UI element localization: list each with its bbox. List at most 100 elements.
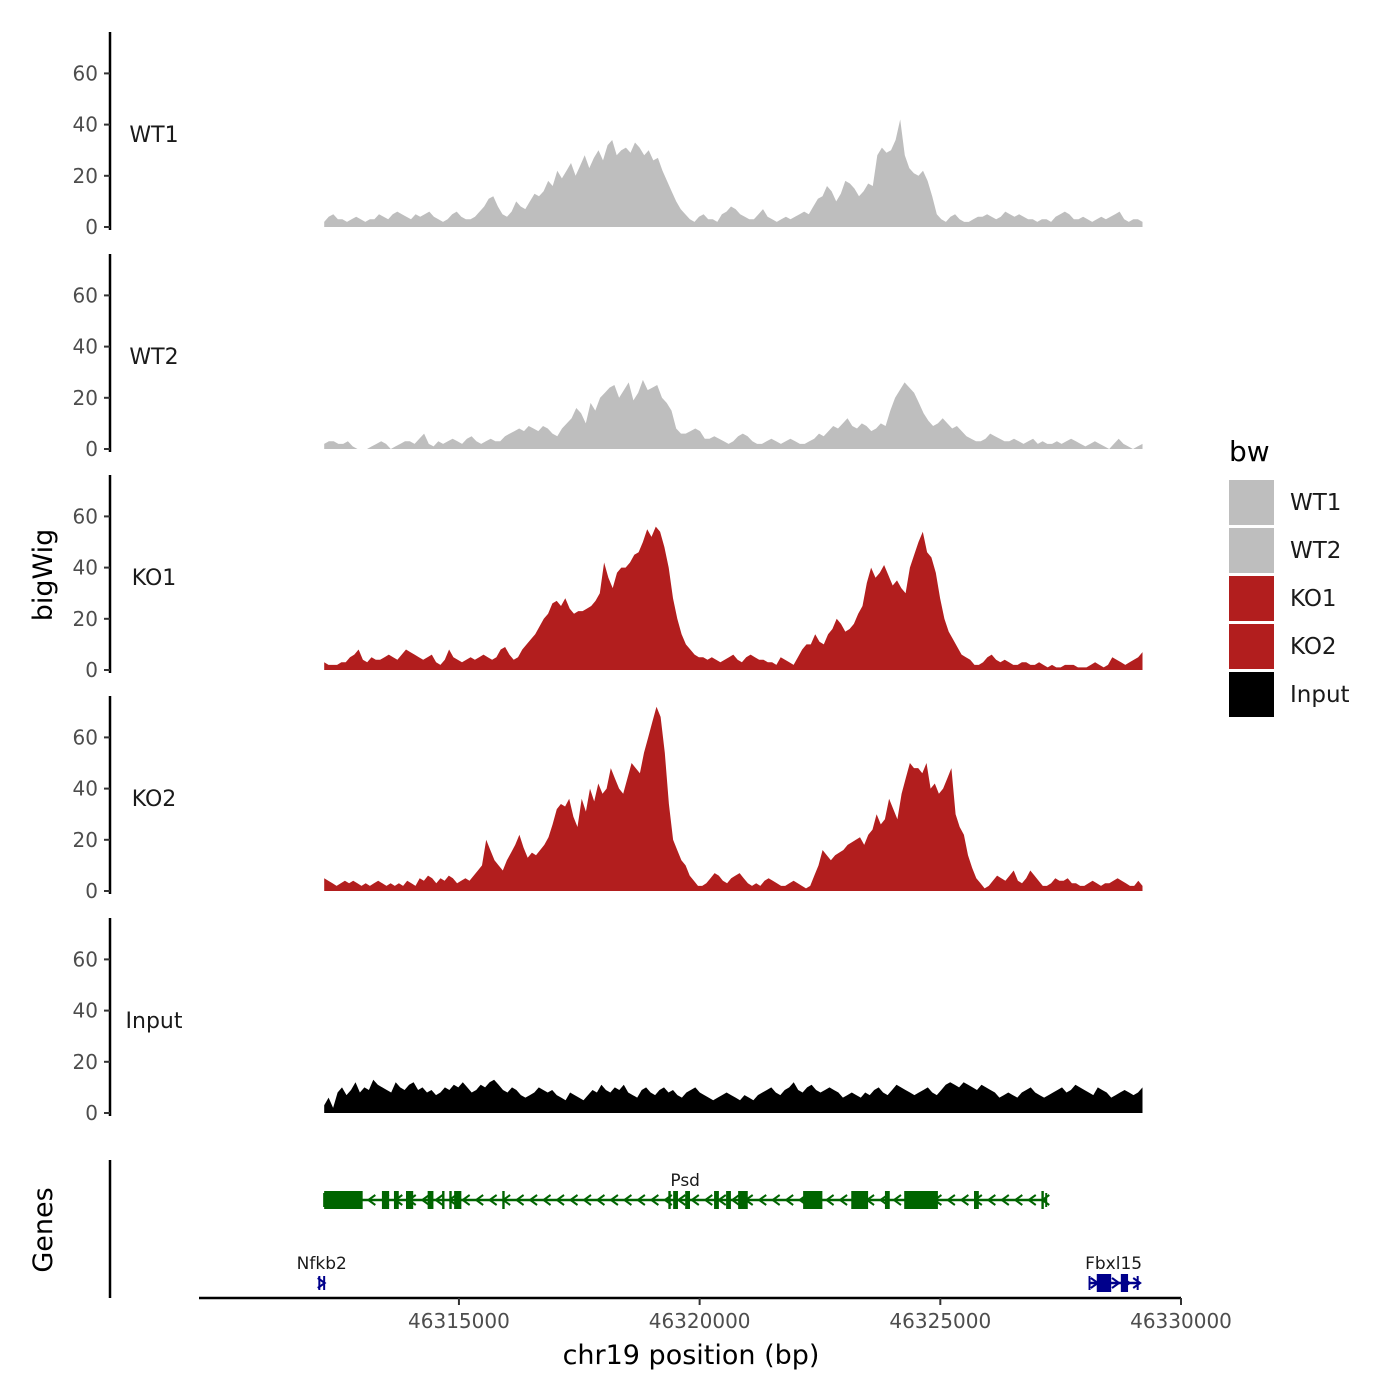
legend-swatch-ko2 [1229,624,1274,669]
x-axis: 46315000 46320000 46325000 46330000 [199,1296,1232,1333]
strand-arrow-icon [420,1194,430,1206]
gene-exon [685,1191,690,1209]
y-axis-title: bigWig [28,529,59,622]
gene-label-fbxl15: Fbxl15 [1085,1254,1142,1274]
track-panel-input: 0 20 40 60 Input [73,918,1143,1125]
legend-swatch-ko1 [1229,576,1274,621]
y-tick-label: 40 [73,777,98,801]
y-tick-label: 20 [73,386,98,410]
genes-axis-title: Genes [28,1187,59,1272]
legend-label-wt2: WT2 [1290,538,1341,564]
y-tick-label: 20 [73,1050,98,1074]
strand-arrow-icon [986,1194,996,1206]
track-label-wt1: WT1 [129,123,178,148]
legend-label-ko2: KO2 [1290,634,1337,660]
gene-exon [803,1191,823,1209]
strand-arrow-icon [757,1194,767,1206]
strand-arrow-icon [676,1194,686,1206]
signal-area-ko2 [324,706,1143,891]
gene-exon [393,1191,399,1209]
gene-exon [673,1191,678,1209]
legend-title: bw [1229,435,1270,468]
gene-nfkb2: Nfkb2 [297,1254,347,1290]
y-tick-label: 0 [85,437,98,461]
y-tick-label: 20 [73,164,98,188]
y-tick-label: 0 [85,879,98,903]
strand-arrow-icon [1132,1277,1142,1289]
strand-arrow-icon [959,1194,969,1206]
strand-arrow-icon [366,1194,376,1206]
legend-swatch-wt1 [1229,480,1274,525]
gene-exon [714,1191,719,1209]
x-axis-title: chr19 position (bp) [563,1340,820,1371]
gene-label-psd: Psd [670,1171,700,1191]
gene-exon [1096,1274,1112,1292]
strand-arrow-icon [609,1194,619,1206]
strand-arrow-icon [1013,1194,1023,1206]
legend-label-wt1: WT1 [1290,490,1341,516]
gene-exon [668,1191,671,1209]
strand-arrow-icon [892,1194,902,1206]
strand-arrow-icon [514,1194,525,1206]
strand-arrow-icon [447,1194,457,1206]
legend-swatch-input [1229,672,1274,717]
strand-arrow-icon [1027,1194,1037,1206]
track-panel-wt1: 0 20 40 60 WT1 [73,32,1143,239]
y-tick-label: 20 [73,828,98,852]
gene-exon [454,1191,462,1209]
gene-exon [851,1191,869,1209]
legend-swatch-wt2 [1229,528,1274,573]
y-tick-label: 60 [73,725,98,749]
track-label-ko1: KO1 [132,566,177,591]
gene-exon [442,1191,445,1209]
signal-area-ko1 [324,526,1143,670]
gene-label-nfkb2: Nfkb2 [297,1254,347,1274]
x-tick-label: 46315000 [408,1309,510,1333]
gene-exon [884,1191,890,1209]
y-tick-label: 20 [73,607,98,631]
track-label-wt2: WT2 [129,345,178,370]
strand-arrow-icon [555,1194,565,1206]
strand-arrow-icon [838,1194,848,1206]
strand-arrow-icon [568,1194,579,1206]
y-tick-label: 0 [85,215,98,239]
strand-arrow-icon [487,1194,498,1206]
strand-arrow-icon [528,1194,538,1206]
strand-arrow-icon [690,1194,700,1206]
y-tick-label: 60 [73,283,98,307]
y-tick-label: 40 [73,113,98,137]
gene-exon [1041,1191,1044,1209]
y-tick-label: 0 [85,658,98,682]
strand-arrow-icon [770,1194,781,1206]
strand-arrow-icon [541,1194,552,1206]
strand-arrow-icon [784,1194,794,1206]
legend-label-input: Input [1290,682,1350,708]
strand-arrow-icon [824,1194,835,1206]
y-tick-label: 60 [73,504,98,528]
track-label-ko2: KO2 [132,787,177,812]
y-tick-label: 60 [73,61,98,85]
track-panel-ko2: 0 20 40 60 KO2 [73,696,1143,903]
x-tick-label: 46330000 [1130,1309,1232,1333]
strand-arrow-icon [636,1194,646,1206]
gene-exon [449,1191,452,1209]
y-tick-label: 60 [73,947,98,971]
gene-exon [974,1191,979,1209]
strand-arrow-icon [434,1194,444,1206]
strand-arrow-icon [582,1194,592,1206]
legend: bw WT1 WT2 KO1 KO2 Input [1229,435,1350,717]
strand-arrow-icon [649,1194,659,1206]
strand-arrow-icon [946,1194,956,1206]
strand-arrow-icon [595,1194,606,1206]
strand-arrow-icon [1000,1194,1010,1206]
signal-area-input [324,1079,1143,1113]
gene-exon [1120,1274,1129,1292]
gene-fbxl15: Fbxl15 [1085,1254,1142,1292]
gene-psd: Psd [323,1171,1050,1209]
strand-arrow-icon [474,1194,484,1206]
strand-arrow-icon [730,1194,740,1206]
x-tick-label: 46320000 [649,1309,751,1333]
gene-exon [381,1191,390,1209]
gene-exon [502,1191,505,1209]
